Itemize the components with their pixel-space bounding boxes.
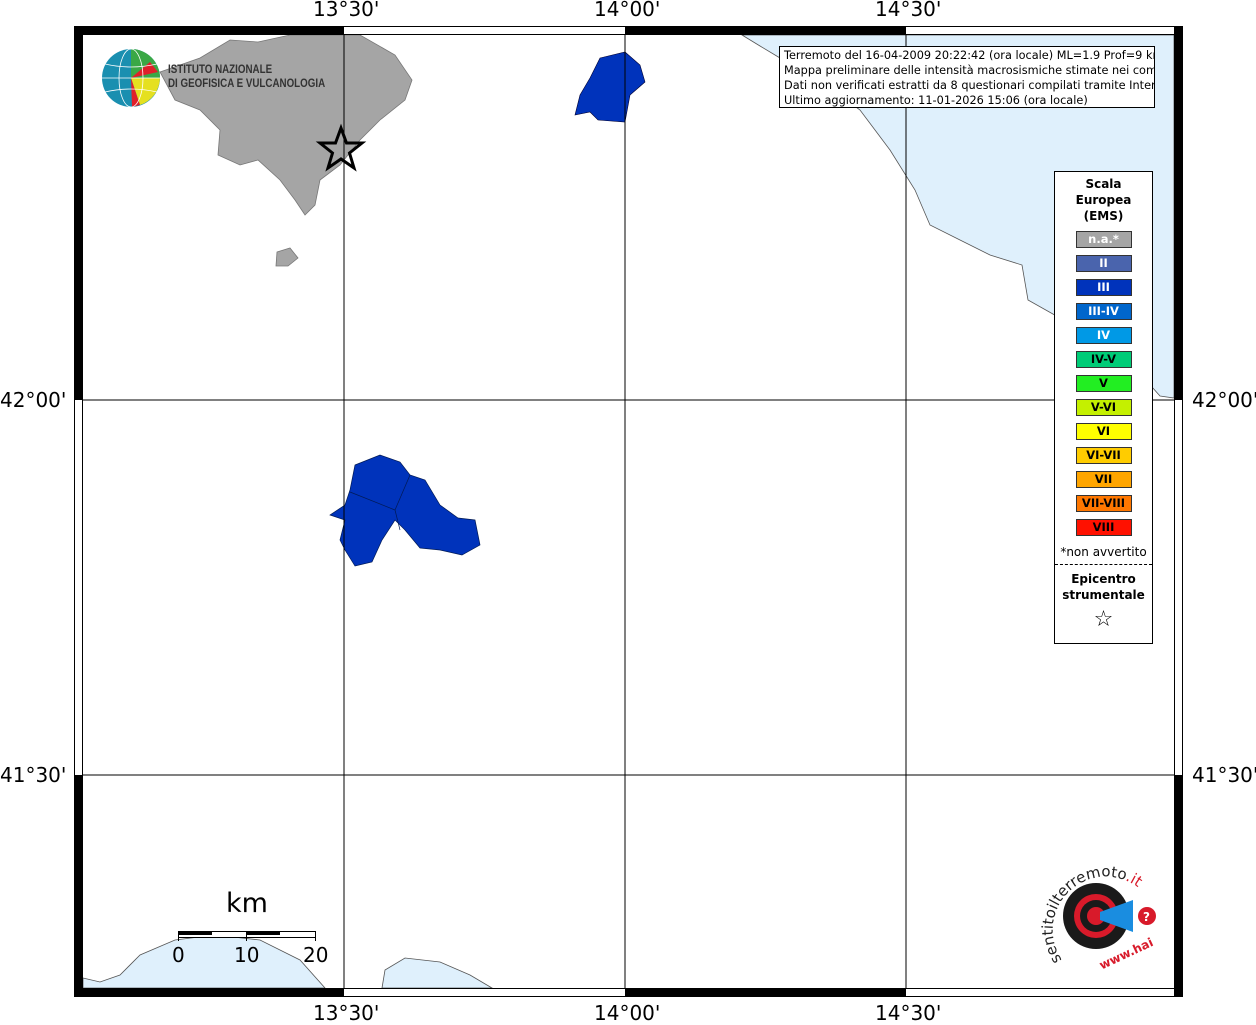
lon-label-top-1400: 14°00' (594, 0, 661, 21)
info-line-data: Dati non verificati estratti da 8 questi… (784, 79, 1155, 92)
epicenter-star-icon (315, 123, 367, 172)
info-line-updated: Ultimo aggiornamento: 11-01-2026 15:06 (… (784, 94, 1088, 107)
not-felt-area (159, 34, 413, 216)
municipal-borders (349, 474, 411, 531)
legend-swatch: VII (1075, 471, 1132, 488)
info-line-event: Terremoto del 16-04-2009 20:22:42 (ora l… (784, 49, 1155, 62)
earthquake-info-box: Terremoto del 16-04-2009 20:22:42 (ora l… (779, 46, 1155, 108)
legend-swatch: V (1075, 375, 1132, 392)
intensity-legend: Scala Europea (EMS) n.a.* II III III-IV IV IV… (1054, 171, 1153, 644)
graticule (83, 35, 1174, 988)
scale-label-0: 0 (172, 943, 185, 967)
lon-label-bottom-1330: 13°30' (313, 1001, 380, 1025)
svg-text:?: ? (1143, 910, 1150, 924)
lon-label-top-1330: 13°30' (313, 0, 380, 21)
felt-area-iii-north (574, 51, 646, 123)
lat-label-right-4130: 41°30' (1192, 763, 1256, 787)
legend-star-icon: ☆ (1093, 607, 1114, 632)
scale-unit: km (226, 888, 268, 919)
legend-swatch: III-IV (1075, 303, 1132, 320)
legend-divider (1055, 564, 1152, 565)
info-line-map: Mappa preliminare delle intensità macros… (784, 64, 1155, 77)
lon-label-bottom-1430: 14°30' (875, 1001, 942, 1025)
ingv-line2: DI GEOFISICA E VULCANOLOGIA (168, 78, 326, 90)
ingv-logo-icon (102, 48, 160, 108)
legend-epicenter-line: strumentale (1062, 588, 1145, 602)
lat-label-left-4130: 41°30' (0, 763, 67, 787)
legend-swatch: II (1075, 255, 1132, 272)
sea-south (381, 957, 494, 989)
lat-label-right-4200: 42°00' (1192, 388, 1256, 412)
hsit-logo-icon: ? sentitoilterremoto.it www.hai (1039, 863, 1156, 972)
scale-bar (178, 931, 316, 941)
scale-label-10: 10 (234, 943, 260, 967)
legend-title-line: Europea (1075, 193, 1132, 207)
lon-label-top-1430: 14°30' (875, 0, 942, 21)
legend-swatch: III (1075, 279, 1132, 296)
scale-label-20: 20 (303, 943, 329, 967)
legend-swatch: VI (1075, 423, 1132, 440)
map-frame (74, 26, 1183, 997)
legend-swatch: IV-V (1075, 351, 1132, 368)
legend-epicenter-line: Epicentro (1071, 572, 1136, 586)
legend-swatch: VI-VII (1075, 447, 1132, 464)
felt-area-iii-south (329, 454, 481, 567)
legend-title-line: Scala (1085, 177, 1122, 191)
ingv-logo-text: ISTITUTO NAZIONALE DI GEOFISICA E VULCAN… (168, 63, 325, 91)
lat-label-left-4200: 42°00' (0, 388, 67, 412)
legend-note: *non avvertito (1060, 545, 1147, 559)
sea-southwest (82, 934, 326, 989)
ingv-line1: ISTITUTO NAZIONALE (168, 64, 273, 76)
legend-swatch: VII-VIII (1075, 495, 1132, 512)
legend-title-line: (EMS) (1083, 209, 1124, 223)
frame-ticks (75, 27, 1182, 996)
legend-swatch: V-VI (1075, 399, 1132, 416)
legend-swatch: IV (1075, 327, 1132, 344)
legend-swatch: n.a.* (1075, 231, 1132, 248)
legend-epicenter-label: Epicentro strumentale (1055, 571, 1152, 603)
legend-title: Scala Europea (EMS) (1055, 176, 1152, 224)
lon-label-bottom-1400: 14°00' (594, 1001, 661, 1025)
not-felt-area-small (275, 247, 299, 267)
legend-swatch: VIII (1075, 519, 1132, 536)
